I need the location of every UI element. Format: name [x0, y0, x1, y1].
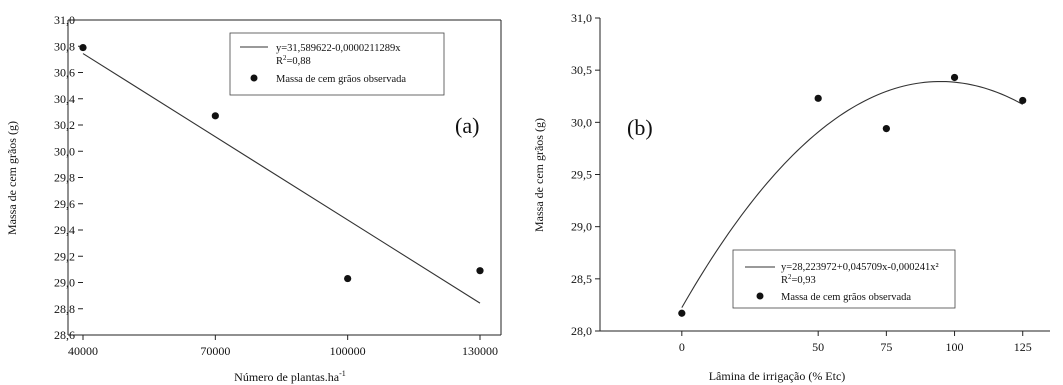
x-axis-title: Lâmina de irrigação (% Etc) — [709, 369, 846, 383]
data-point — [1019, 96, 1027, 105]
data-point — [476, 267, 484, 275]
y-tick-label: 30,5 — [571, 63, 592, 77]
legend-box — [229, 32, 445, 96]
y-tick-label: 28,6 — [54, 328, 75, 342]
x-tick-label: 130000 — [462, 344, 498, 358]
data-point — [211, 112, 219, 120]
panel-label: (a) — [455, 113, 479, 138]
legend-points-label: Massa de cem grãos observada — [276, 74, 406, 85]
y-tick-label: 30,0 — [54, 144, 75, 158]
y-tick-label: 30,8 — [54, 39, 75, 53]
x-tick-label: 125 — [1014, 340, 1032, 354]
x-axis-title-text: Número de plantas.ha — [234, 370, 340, 384]
x-tick-label: 40000 — [68, 344, 98, 358]
legend-r2: R2=0,93 — [781, 273, 816, 286]
legend-r2-superscript: 2 — [283, 54, 287, 62]
legend-point-swatch — [250, 74, 258, 82]
y-tick-label: 30,2 — [54, 118, 75, 132]
x-axis-title: Número de plantas.ha-1 — [234, 369, 346, 384]
x-axis-title-superscript: -1 — [339, 369, 346, 378]
y-tick-label: 29,0 — [54, 276, 75, 290]
legend-r2-prefix: R — [276, 56, 283, 67]
regression-curve — [681, 80, 1023, 308]
data-point — [678, 309, 686, 317]
y-tick-label: 28,5 — [571, 272, 592, 286]
x-tick-label: 75 — [880, 340, 892, 354]
legend-r2-value: =0,88 — [287, 56, 311, 67]
x-tick-label: 100000 — [330, 344, 366, 358]
y-axis-title: Massa de cem grãos (g) — [532, 118, 546, 232]
y-tick-label: 29,2 — [54, 249, 75, 263]
y-tick-label: 31,0 — [54, 13, 75, 27]
legend-points-label: Massa de cem grãos observada — [781, 292, 911, 303]
chart-panel-b: 28,0 28,5 29,0 29,5 30,0 30,5 31,0 0 50 75 100 125… — [532, 11, 1050, 383]
legend-equation: y=28,223972+0,045709x-0,000241x² — [781, 262, 939, 273]
y-tick-label: 29,6 — [54, 197, 75, 211]
data-point — [950, 73, 959, 82]
legend-point-swatch — [756, 292, 764, 300]
y-tick-label: 29,8 — [54, 171, 75, 185]
y-tick-label: 29,4 — [54, 223, 75, 237]
y-tick-label: 29,0 — [571, 220, 592, 234]
y-tick-label: 29,5 — [571, 168, 592, 182]
x-tick-label: 50 — [812, 340, 824, 354]
panel-label: (b) — [627, 115, 653, 140]
legend-r2-value: =0,93 — [792, 275, 816, 286]
x-tick-label: 100 — [946, 340, 964, 354]
regression-line — [82, 53, 481, 304]
legend: y=31,589622-0,0000211289x R2=0,88 Massa … — [229, 32, 445, 96]
y-tick-label: 28,8 — [54, 302, 75, 316]
legend-r2: R2=0,88 — [276, 54, 311, 67]
x-tick-label: 70000 — [200, 344, 230, 358]
y-tick-label: 30,6 — [54, 66, 75, 80]
legend-r2-prefix: R — [781, 275, 788, 286]
data-point — [814, 94, 822, 102]
legend: y=28,223972+0,045709x-0,000241x² R2=0,93… — [732, 249, 956, 309]
x-tick-label: 0 — [679, 340, 685, 354]
y-tick-label: 30,4 — [54, 92, 75, 106]
y-tick-label: 31,0 — [571, 11, 592, 25]
y-tick-label: 30,0 — [571, 115, 592, 129]
legend-equation: y=31,589622-0,0000211289x — [276, 43, 401, 54]
legend-box — [732, 249, 956, 309]
data-point — [79, 43, 87, 52]
data-point — [344, 274, 352, 283]
y-axis-title: Massa de cem grãos (g) — [5, 121, 19, 235]
y-tick-label: 28,0 — [571, 324, 592, 338]
legend-r2-superscript: 2 — [788, 273, 792, 281]
chart-panel-a: 28,6 28,8 29,0 29,2 29,4 29,6 29,8 30,0 30,2 30,4… — [5, 13, 502, 384]
data-point — [882, 124, 890, 133]
